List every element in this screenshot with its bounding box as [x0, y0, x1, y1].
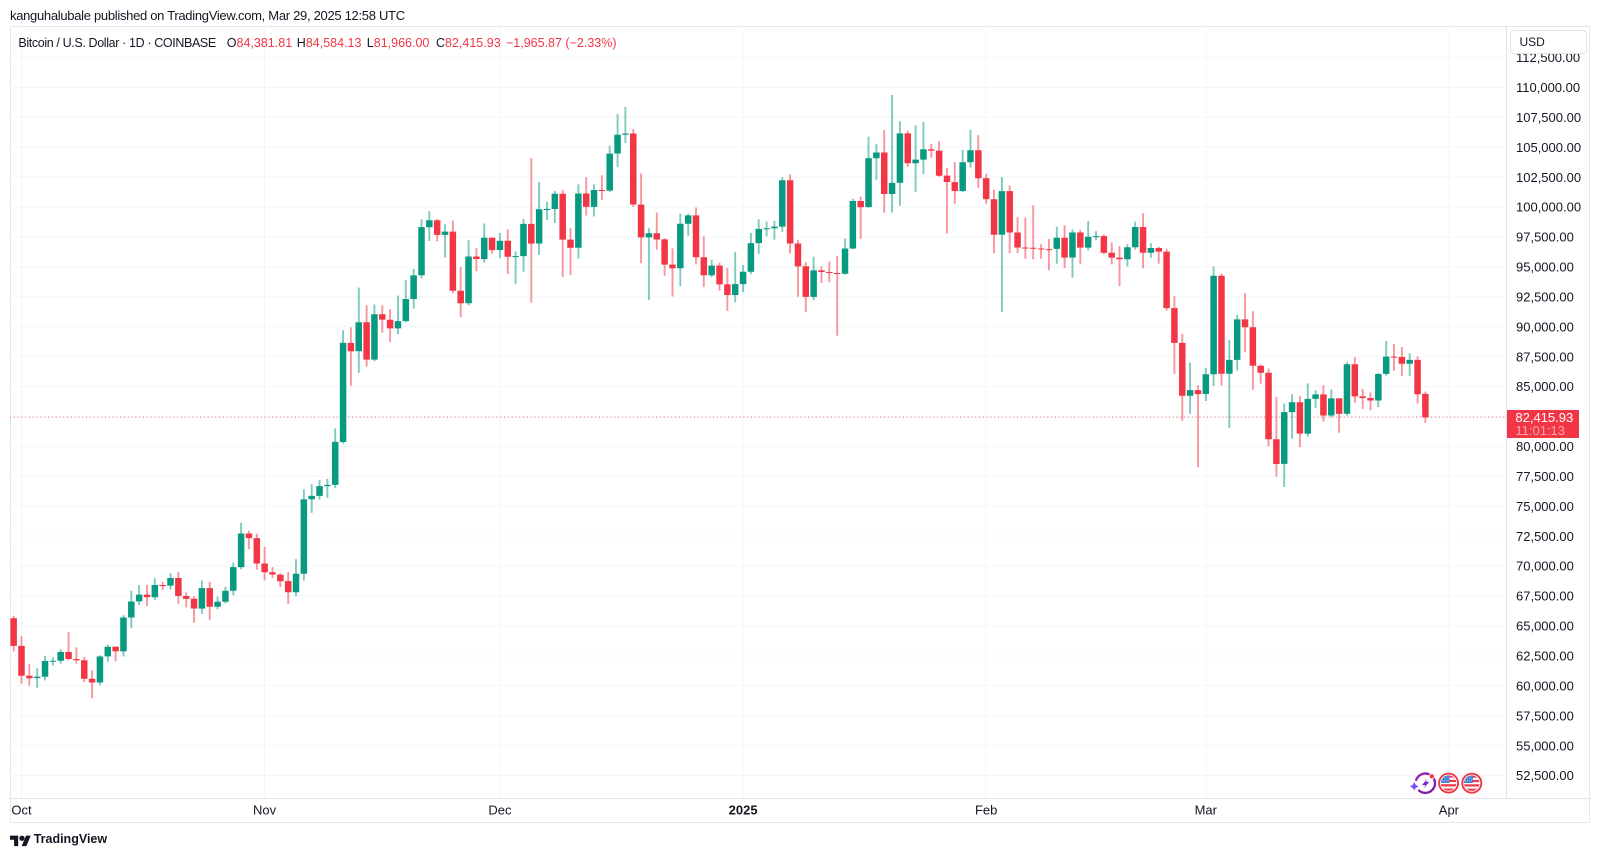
svg-text:70,000.00: 70,000.00: [1516, 559, 1574, 574]
svg-text:90,000.00: 90,000.00: [1516, 319, 1574, 334]
svg-text:75,000.00: 75,000.00: [1516, 499, 1574, 514]
svg-text:97,500.00: 97,500.00: [1516, 230, 1574, 245]
svg-text:72,500.00: 72,500.00: [1516, 529, 1574, 544]
svg-text:107,500.00: 107,500.00: [1516, 110, 1581, 125]
svg-text:57,500.00: 57,500.00: [1516, 708, 1574, 723]
svg-text:77,500.00: 77,500.00: [1516, 469, 1574, 484]
svg-text:102,500.00: 102,500.00: [1516, 170, 1581, 185]
svg-text:80,000.00: 80,000.00: [1516, 439, 1574, 454]
svg-text:105,000.00: 105,000.00: [1516, 140, 1581, 155]
svg-text:60,000.00: 60,000.00: [1516, 678, 1574, 693]
svg-text:Feb: Feb: [975, 803, 997, 818]
svg-text:55,000.00: 55,000.00: [1516, 738, 1574, 753]
svg-text:100,000.00: 100,000.00: [1516, 200, 1581, 215]
svg-text:Dec: Dec: [488, 803, 512, 818]
svg-text:85,000.00: 85,000.00: [1516, 379, 1574, 394]
svg-text:2025: 2025: [729, 803, 758, 818]
svg-text:Apr: Apr: [1439, 803, 1460, 818]
svg-text:87,500.00: 87,500.00: [1516, 349, 1574, 364]
svg-text:62,500.00: 62,500.00: [1516, 649, 1574, 664]
svg-text:95,000.00: 95,000.00: [1516, 260, 1574, 275]
svg-text:Mar: Mar: [1195, 803, 1218, 818]
svg-text:65,000.00: 65,000.00: [1516, 619, 1574, 634]
svg-text:92,500.00: 92,500.00: [1516, 290, 1574, 305]
svg-text:Nov: Nov: [253, 803, 277, 818]
svg-text:Oct: Oct: [11, 803, 32, 818]
svg-text:67,500.00: 67,500.00: [1516, 589, 1574, 604]
svg-text:110,000.00: 110,000.00: [1516, 80, 1580, 95]
svg-text:52,500.00: 52,500.00: [1516, 768, 1574, 783]
